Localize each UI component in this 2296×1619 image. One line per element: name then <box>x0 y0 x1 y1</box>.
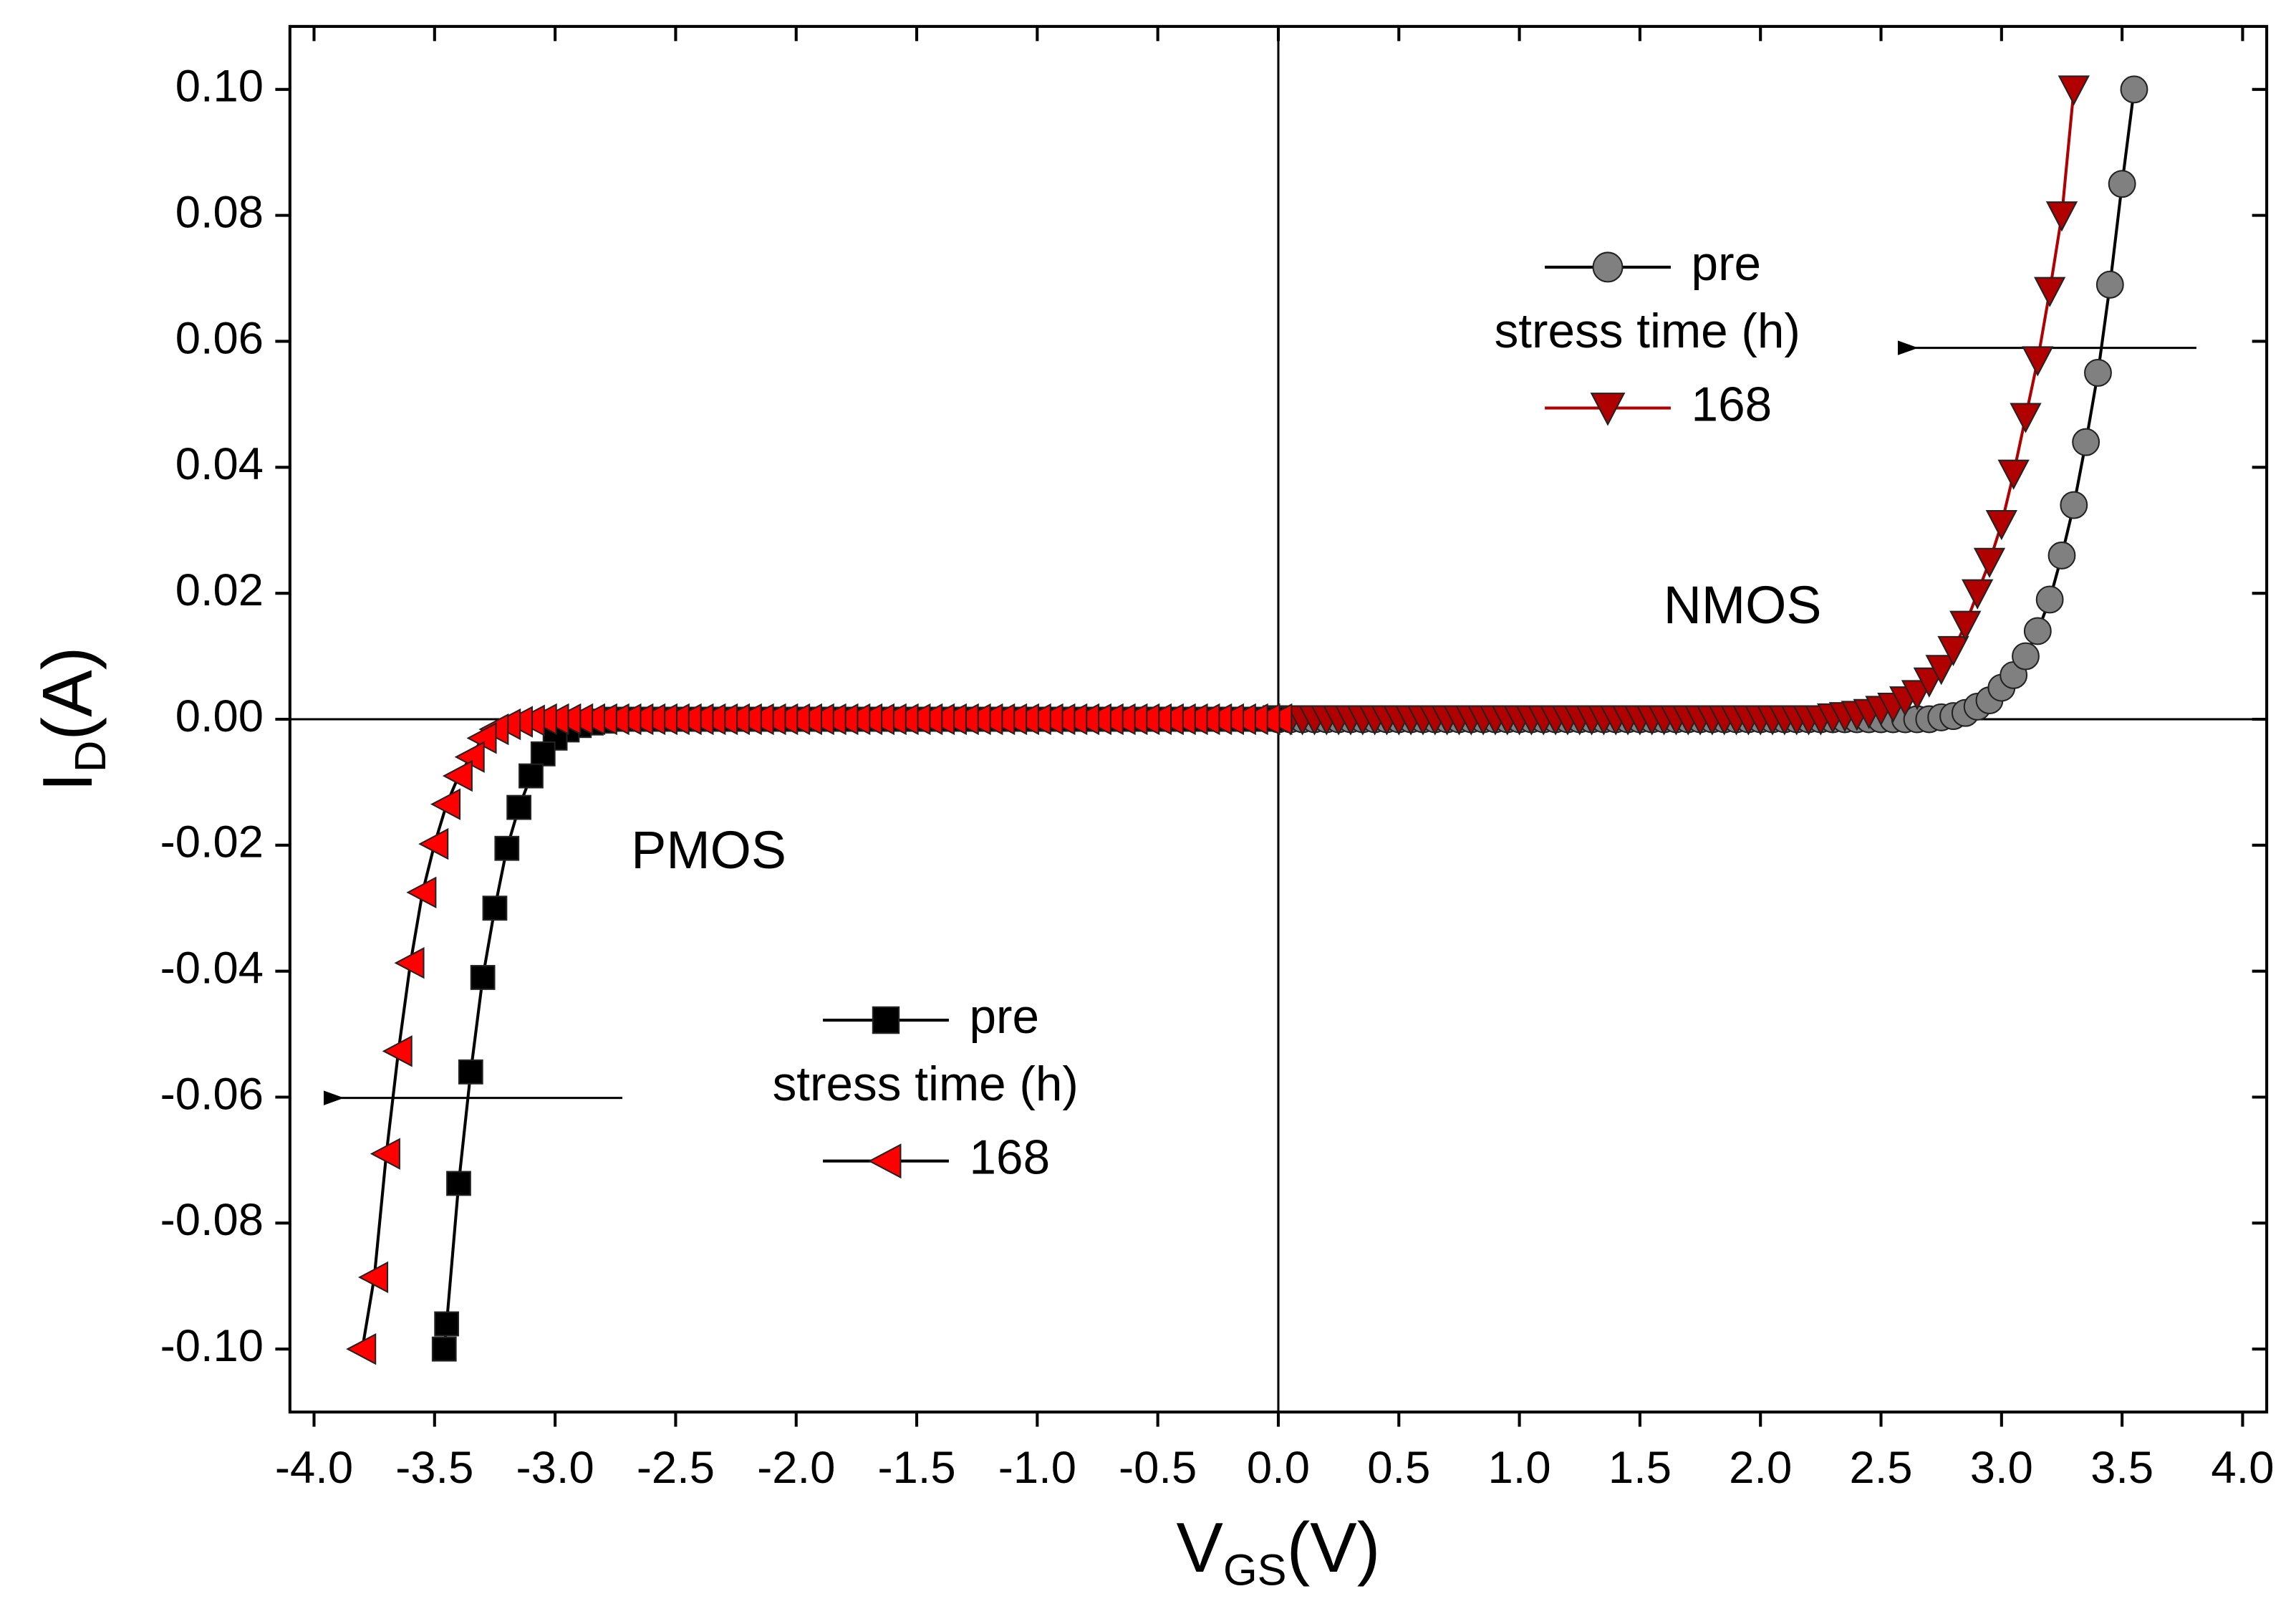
x-tick-label: 0.0 <box>1247 1443 1310 1493</box>
marker <box>2022 346 2054 377</box>
x-tick-label: 1.5 <box>1608 1443 1672 1493</box>
legend-label: pre <box>970 990 1040 1044</box>
marker <box>2047 541 2076 570</box>
marker <box>2072 428 2100 456</box>
marker <box>872 1006 900 1034</box>
marker <box>346 1332 377 1365</box>
marker <box>494 835 520 861</box>
x-tick-label: 1.0 <box>1488 1443 1551 1493</box>
marker <box>2045 201 2078 232</box>
x-tick-label: -0.5 <box>1119 1443 1197 1493</box>
x-axis-label-unit: (V) <box>1287 1508 1381 1587</box>
x-tick-label: -2.0 <box>757 1443 835 1493</box>
marker <box>2012 642 2040 671</box>
marker <box>2023 617 2052 645</box>
marker <box>518 763 544 789</box>
x-axis-label-sub: GS <box>1223 1546 1287 1595</box>
x-tick-label: -1.5 <box>877 1443 955 1493</box>
marker <box>1997 459 2030 490</box>
y-axis-label-main: I <box>28 772 107 792</box>
marker <box>382 1035 413 1067</box>
legend-label: 168 <box>970 1131 1051 1185</box>
legend-label: pre <box>1692 237 1762 291</box>
marker <box>530 741 556 767</box>
marker <box>1962 579 1994 610</box>
y-tick-label: -0.10 <box>160 1321 264 1371</box>
x-tick-label: -4.0 <box>275 1443 353 1493</box>
marker <box>2108 170 2136 198</box>
marker <box>1949 610 1982 641</box>
marker <box>1937 635 1969 666</box>
x-axis-label: VGS(V) <box>1177 1508 1381 1595</box>
marker <box>506 794 532 820</box>
marker <box>446 1171 471 1196</box>
marker <box>358 1261 389 1294</box>
marker <box>430 788 461 820</box>
marker <box>2010 403 2042 433</box>
marker <box>2095 270 2124 299</box>
x-tick-label: -3.0 <box>516 1443 594 1493</box>
x-tick-label: -3.5 <box>395 1443 473 1493</box>
x-tick-label: 4.0 <box>2211 1443 2274 1493</box>
y-tick-label: -0.02 <box>160 817 264 868</box>
annotation: PMOS <box>631 820 786 880</box>
y-axis-label-unit: (A) <box>28 647 107 741</box>
marker <box>370 1138 400 1170</box>
legend-title: stress time (h) <box>1495 304 1800 358</box>
marker <box>458 1059 483 1085</box>
marker <box>1592 251 1624 283</box>
x-tick-label: 0.5 <box>1367 1443 1430 1493</box>
y-axis-label-sub: D <box>66 741 115 772</box>
y-tick-label: -0.08 <box>160 1195 264 1245</box>
y-tick-label: 0.00 <box>175 691 264 741</box>
marker <box>2035 585 2064 614</box>
marker <box>431 1336 457 1362</box>
marker <box>2034 277 2066 307</box>
y-tick-label: 0.04 <box>175 439 264 489</box>
annotation: NMOS <box>1664 575 1822 635</box>
marker <box>418 827 449 860</box>
marker <box>470 965 496 990</box>
y-tick-label: 0.02 <box>175 565 264 615</box>
marker <box>868 1143 902 1179</box>
y-tick-label: 0.08 <box>175 187 264 237</box>
series-line <box>360 717 1278 1350</box>
y-tick-label: 0.10 <box>175 62 264 112</box>
marker <box>1973 547 2006 578</box>
legend-label: 168 <box>1692 378 1772 431</box>
y-tick-label: -0.04 <box>160 943 264 993</box>
marker <box>2060 491 2088 519</box>
x-tick-label: 3.5 <box>2090 1443 2153 1493</box>
y-axis-label: ID(A) <box>28 647 115 792</box>
series-line <box>443 717 1278 1350</box>
marker <box>1590 393 1626 426</box>
x-tick-label: 2.5 <box>1849 1443 1912 1493</box>
marker <box>482 895 508 921</box>
marker <box>2058 75 2090 106</box>
x-tick-label: 2.0 <box>1729 1443 1792 1493</box>
marker <box>1925 655 1957 686</box>
marker <box>2084 358 2112 387</box>
legend-title: stress time (h) <box>773 1057 1079 1111</box>
y-tick-label: 0.06 <box>175 313 264 363</box>
x-tick-label: 3.0 <box>1970 1443 2033 1493</box>
x-tick-label: -2.5 <box>637 1443 715 1493</box>
x-axis-label-main: V <box>1177 1508 1224 1587</box>
y-tick-label: -0.06 <box>160 1069 264 1119</box>
marker <box>2120 75 2148 104</box>
marker <box>394 947 425 979</box>
marker <box>434 1311 460 1337</box>
marker <box>442 759 473 792</box>
marker <box>406 876 437 908</box>
x-tick-label: -1.0 <box>998 1443 1076 1493</box>
marker <box>1985 509 2017 541</box>
